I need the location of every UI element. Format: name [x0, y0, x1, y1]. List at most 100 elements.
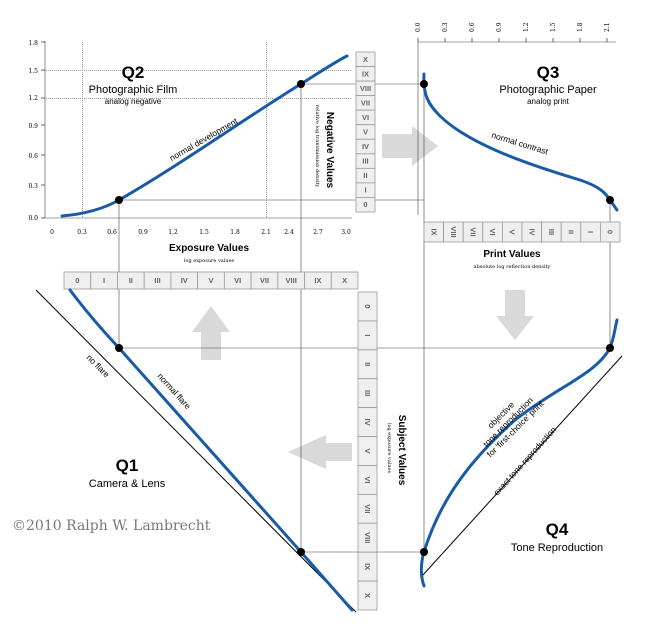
zone-subject-cell: [357, 580, 378, 611]
paper-tick-labels: 0.0 0.3 0.6 0.9 1.2 1.5 1.8 2.1: [415, 22, 611, 32]
reference-lines: [35, 289, 623, 613]
zone-top-cell: [330, 271, 359, 290]
q2-title: Q2: [122, 63, 145, 82]
zone-subject-label: X: [363, 593, 372, 598]
zone-subject-label: VIII: [363, 532, 372, 543]
zone-negative-label: 0: [363, 200, 367, 209]
density-tick: 1.2: [28, 95, 38, 102]
q3-note: analog print: [527, 97, 570, 106]
zone-print-label: II: [567, 230, 576, 234]
exposure-tick: 3.0: [341, 229, 351, 236]
zone-print-label: IV: [527, 228, 536, 235]
q3-title: Q3: [537, 63, 560, 82]
zone-top-label: X: [342, 276, 347, 285]
zone-negative-label: IV: [362, 142, 369, 151]
key-point: [115, 196, 123, 204]
key-point: [297, 548, 305, 556]
zone-negative-label: II: [363, 171, 367, 180]
zone-print-label: V: [508, 229, 517, 234]
zone-negative-label: IX: [362, 69, 369, 78]
zone-top-label: V: [208, 276, 213, 285]
negative-axis-label: Negative Values: [324, 112, 335, 189]
zone-subject-label: IV: [363, 419, 372, 426]
zone-top-label: VII: [260, 276, 269, 285]
q2-subtitle: Photographic Film: [89, 84, 178, 96]
paper-tick: 1.8: [577, 22, 584, 32]
exposure-tick: 2.4: [284, 229, 294, 236]
zone-top-label: III: [154, 276, 160, 285]
exposure-tick-labels: 0 0.3 0.6 0.9 1.2 1.5 1.8 2.1 2.4 2.7 3.…: [50, 229, 351, 236]
density-tick: 0.3: [28, 183, 38, 190]
zone-subject-label: IX: [363, 563, 372, 570]
exposure-tick: 0: [50, 229, 54, 236]
q1-subtitle: Camera & Lens: [89, 478, 166, 490]
exposure-tick: 1.2: [168, 229, 178, 236]
zone-negative-cell: [355, 197, 376, 213]
key-points: [115, 80, 614, 556]
zone-negative-label: X: [363, 55, 368, 64]
arrow-up: [192, 306, 230, 360]
exposure-tick: 2.1: [261, 229, 271, 236]
paper-tick: 1.5: [550, 22, 557, 32]
zone-print-label: IX: [429, 228, 438, 235]
exposure-tick: 1.5: [199, 229, 209, 236]
zone-subject-label: II: [363, 362, 372, 366]
zone-top-label: IV: [181, 276, 188, 285]
zone-subject-label: V: [363, 448, 372, 453]
zone-top-label: VIII: [286, 276, 297, 285]
zone-print-label: 0: [606, 230, 615, 234]
subject-axis-label: Subject Values: [396, 415, 407, 486]
exact-tone-line: [421, 355, 623, 577]
paper-tick: 0.6: [469, 22, 476, 32]
zone-print-label: III: [547, 229, 556, 235]
zone-negative-label: VI: [362, 113, 369, 122]
key-point: [420, 80, 428, 88]
key-point: [420, 548, 428, 556]
density-tick: 0.6: [28, 153, 38, 160]
paper-tick: 1.2: [523, 22, 530, 32]
arrow-left: [288, 435, 352, 469]
key-point: [297, 80, 305, 88]
zone-subject-label: I: [363, 334, 372, 336]
density-tick: 0.9: [28, 123, 38, 130]
key-point: [115, 344, 123, 352]
exposure-axis-sublabel: log exposure values: [184, 258, 235, 264]
zone-print-label: VII: [469, 227, 478, 236]
density-tick: 1.8: [28, 40, 38, 47]
arrow-right: [382, 126, 438, 166]
zone-subject-label: VII: [363, 504, 372, 513]
zone-subject-label: 0: [363, 304, 372, 308]
exposure-tick: 0.9: [138, 229, 148, 236]
q4-title: Q4: [546, 520, 569, 539]
zone-print-label: I: [586, 231, 595, 233]
axis-ticks: [41, 38, 608, 219]
exposure-tick: 0.6: [107, 229, 117, 236]
q3-subtitle: Photographic Paper: [499, 84, 597, 96]
no-flare-label: no flare: [85, 352, 112, 379]
zone-negative-label: VII: [361, 98, 370, 107]
zone-negative-label: I: [364, 186, 366, 195]
exposure-axis-label: Exposure Values: [169, 243, 249, 254]
zone-print-label: VI: [488, 228, 497, 235]
zone-top-label: I: [103, 276, 105, 285]
paper-tick: 2.1: [604, 22, 611, 32]
q4-subtitle: Tone Reproduction: [511, 542, 603, 554]
density-tick-labels: 0.0 0.3 0.6 0.9 1.2 1.5 1.8: [28, 40, 38, 222]
density-tick: 1.5: [28, 68, 38, 75]
zone-negative-label: V: [363, 128, 368, 137]
negative-axis-sublabel: relative log transmission density: [314, 105, 320, 188]
exposure-tick: 2.7: [313, 229, 323, 236]
zone-subject-label: VI: [363, 476, 372, 483]
copyright: ©2010 Ralph W. Lambrecht: [12, 518, 211, 534]
exposure-tick: 0.3: [77, 229, 87, 236]
grid-dots: [46, 42, 352, 217]
key-point: [606, 196, 614, 204]
zone-negative-label: III: [362, 157, 368, 166]
zone-print-label: VIII: [449, 226, 458, 237]
film-curve: [60, 54, 349, 218]
subject-axis-sublabel: log exposure values: [386, 423, 392, 474]
zone-top-label: IX: [314, 276, 321, 285]
no-flare-line: [35, 289, 357, 613]
